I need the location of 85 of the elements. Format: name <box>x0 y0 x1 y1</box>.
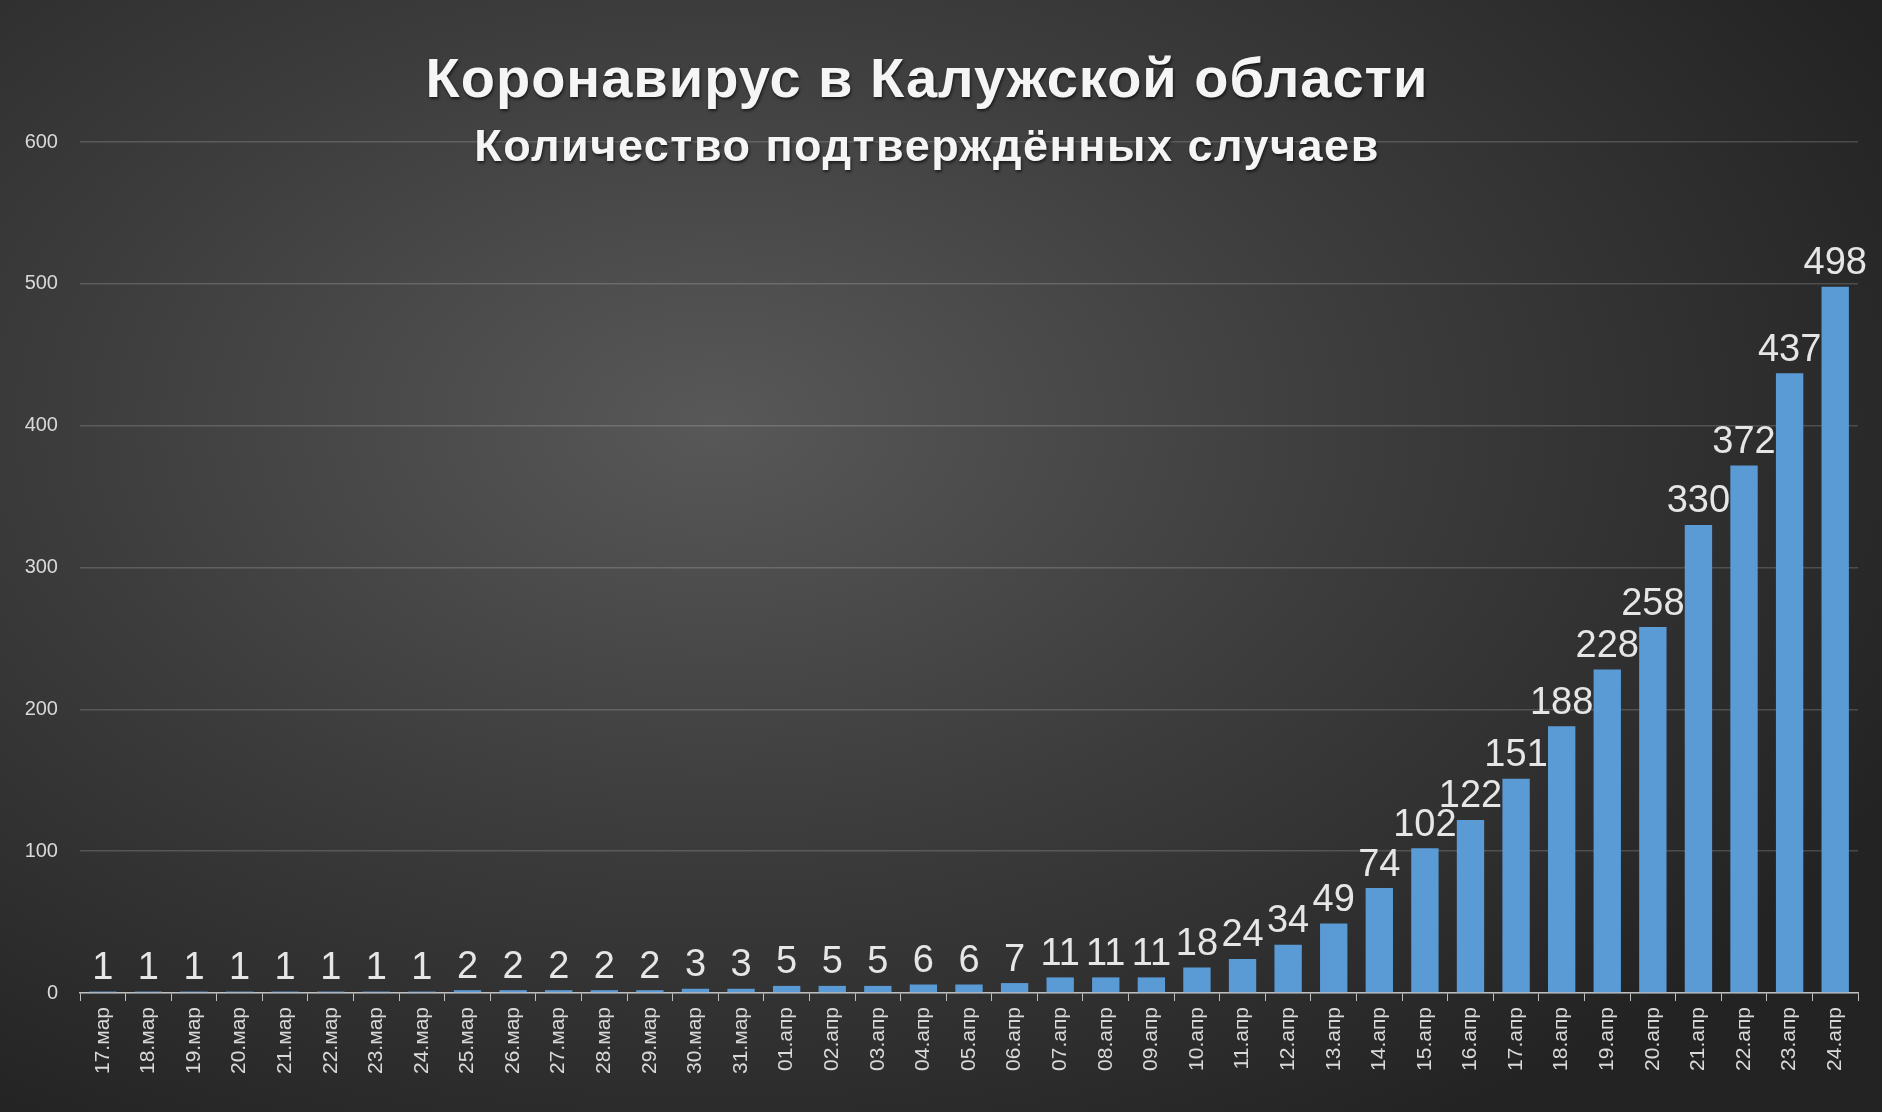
x-tick-label: 06.апр <box>1001 1007 1025 1071</box>
x-tick-label: 27.мар <box>545 1007 569 1074</box>
chart-title: Коронавирус в Калужской области <box>425 46 1429 109</box>
y-tick-label: 300 <box>24 555 58 578</box>
data-label: 5 <box>821 939 843 982</box>
data-label: 2 <box>593 943 615 986</box>
x-tick-label: 02.апр <box>819 1007 843 1071</box>
data-label: 498 <box>1803 240 1867 283</box>
x-tick-label: 07.апр <box>1046 1007 1070 1071</box>
x-tick-label: 10.апр <box>1183 1007 1207 1071</box>
data-label: 24 <box>1221 912 1264 955</box>
data-label: 2 <box>548 943 570 986</box>
data-label: 5 <box>867 939 889 982</box>
data-label: 74 <box>1358 841 1401 884</box>
data-label: 18 <box>1175 920 1219 963</box>
data-label: 330 <box>1666 478 1731 521</box>
x-tick-label: 26.мар <box>499 1007 523 1074</box>
data-label: 1 <box>365 945 387 988</box>
x-tick-label: 30.мар <box>682 1007 706 1074</box>
chart-subtitle: Количество подтверждённых случаев <box>474 120 1380 171</box>
x-tick-label: 15.апр <box>1411 1007 1435 1071</box>
y-tick-label: 0 <box>46 980 58 1003</box>
x-tick-label: 21.мар <box>271 1007 295 1074</box>
x-tick-label: 24.апр <box>1822 1007 1845 1071</box>
x-tick-label: 17.апр <box>1502 1007 1526 1071</box>
data-label: 437 <box>1757 326 1822 369</box>
y-tick-label: 500 <box>24 271 58 294</box>
data-label: 1 <box>92 945 114 988</box>
y-tick-label: 400 <box>24 413 58 436</box>
x-tick-label: 16.апр <box>1457 1007 1481 1071</box>
data-label: 6 <box>958 937 980 980</box>
x-tick-label: 04.апр <box>910 1007 934 1071</box>
data-label: 3 <box>684 942 707 985</box>
data-label: 1 <box>274 945 296 988</box>
data-label: 151 <box>1484 732 1548 775</box>
x-tick-label: 03.апр <box>864 1007 888 1071</box>
x-tick-label: 17.мар <box>89 1007 113 1074</box>
x-tick-label: 13.апр <box>1320 1007 1344 1071</box>
data-label: 3 <box>730 942 752 985</box>
x-tick-label: 01.апр <box>773 1007 797 1071</box>
data-label: 188 <box>1529 679 1594 722</box>
x-tick-label: 28.мар <box>591 1007 615 1074</box>
x-tick-label: 12.апр <box>1274 1007 1298 1071</box>
data-label: 11 <box>1040 930 1080 973</box>
data-label: 49 <box>1312 876 1355 919</box>
x-tick-label: 25.мар <box>454 1007 478 1074</box>
x-tick-label: 18.мар <box>135 1007 159 1074</box>
data-label: 1 <box>228 945 251 988</box>
data-label: 1 <box>411 945 433 988</box>
data-label: 1 <box>183 945 205 988</box>
data-label: 2 <box>639 943 661 986</box>
y-tick-label: 200 <box>24 696 58 719</box>
data-label: 1 <box>137 945 159 988</box>
data-label: 228 <box>1575 623 1639 666</box>
x-tick-label: 08.апр <box>1092 1007 1116 1071</box>
data-label: 372 <box>1712 418 1776 461</box>
data-label: 2 <box>502 943 524 986</box>
x-tick-label: 22.апр <box>1730 1007 1754 1071</box>
x-tick-label: 21.апр <box>1685 1007 1709 1071</box>
data-label: 258 <box>1621 580 1685 623</box>
x-tick-label: 29.мар <box>636 1007 660 1074</box>
x-tick-label: 23.мар <box>363 1007 387 1074</box>
y-tick-label: 100 <box>24 838 58 861</box>
x-tick-label: 05.апр <box>955 1007 979 1071</box>
x-tick-label: 23.апр <box>1776 1007 1800 1071</box>
data-label: 1 <box>320 945 342 988</box>
data-label: 6 <box>912 937 934 980</box>
data-label: 11 <box>1131 930 1172 973</box>
x-tick-label: 14.апр <box>1366 1007 1390 1071</box>
x-tick-label: 19.апр <box>1594 1007 1618 1071</box>
x-tick-label: 09.апр <box>1138 1007 1162 1071</box>
x-tick-label: 31.мар <box>727 1007 751 1074</box>
x-tick-label: 11.апр <box>1229 1007 1253 1070</box>
data-label: 7 <box>1004 936 1026 979</box>
x-tick-label: 19.мар <box>180 1007 204 1074</box>
x-tick-label: 22.мар <box>317 1007 341 1074</box>
x-tick-label: 24.мар <box>408 1007 432 1074</box>
data-label: 34 <box>1266 898 1310 941</box>
data-label: 11 <box>1086 930 1126 973</box>
data-label: 2 <box>456 943 479 986</box>
y-tick-label: 600 <box>24 129 58 152</box>
data-label: 5 <box>776 939 798 982</box>
x-tick-label: 18.апр <box>1548 1007 1572 1071</box>
x-tick-label: 20.апр <box>1639 1007 1663 1071</box>
x-tick-label: 20.мар <box>226 1007 250 1074</box>
